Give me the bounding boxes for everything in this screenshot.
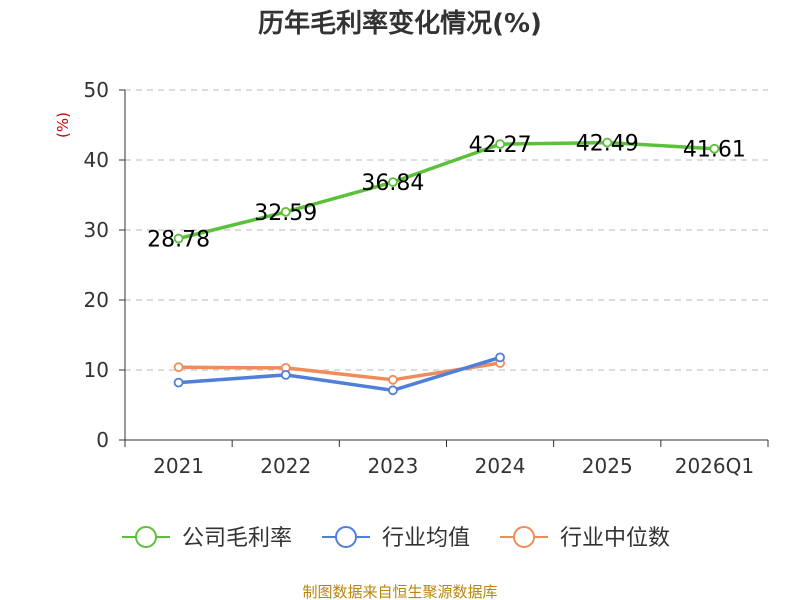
data-point [173, 233, 184, 244]
data-labels: 28.78 32.59 36.84 42.27 42.49 41.61 [147, 132, 746, 253]
legend-marker [135, 526, 157, 548]
legend-label: 行业中位数 [560, 526, 670, 551]
legend-label: 行业均值 [382, 526, 470, 551]
data-point [709, 143, 720, 154]
x-tick-label: 2021 [153, 454, 204, 478]
legend-label: 公司毛利率 [182, 526, 292, 551]
y-axis-label: (%) [54, 112, 72, 138]
data-point [280, 206, 291, 217]
gridlines [125, 89, 768, 371]
series-group [173, 137, 720, 396]
legend-marker [335, 526, 357, 548]
y-tick-label: 10 [84, 358, 109, 382]
data-point [280, 369, 291, 380]
data-point [388, 374, 398, 385]
data-point [173, 377, 184, 388]
data-point [388, 177, 398, 188]
data-point [495, 139, 505, 150]
chart-title: 历年毛利率变化情况(%) [258, 8, 542, 39]
series-line [178, 140, 715, 241]
x-tick-label: 2023 [367, 454, 418, 478]
data-label: 32.59 [254, 201, 317, 226]
legend-marker [513, 526, 535, 548]
x-tick-label: 2025 [582, 454, 633, 478]
data-point [388, 385, 398, 396]
x-tick-label: 2026Q1 [675, 454, 754, 478]
y-tick-label: 50 [84, 78, 109, 102]
data-label: 28.78 [147, 228, 210, 253]
x-tick-label: 2024 [475, 454, 526, 478]
data-label: 41.61 [683, 138, 746, 163]
y-tick-label: 20 [84, 288, 109, 312]
x-tick-label: 2022 [260, 454, 311, 478]
data-label: 42.49 [576, 132, 639, 157]
y-tick-label: 0 [96, 428, 109, 452]
legend: 公司毛利率 行业均值 行业中位数 [122, 526, 670, 551]
data-label: 36.84 [361, 171, 424, 196]
data-point [173, 362, 184, 373]
axes: 0 10 20 30 40 50 2021 2022 2023 2024 2025 2026Q1 [84, 78, 769, 478]
source-note: 制图数据来自恒生聚源数据库 [302, 583, 497, 600]
y-tick-label: 40 [84, 148, 109, 172]
data-point [602, 137, 613, 148]
series-line [178, 355, 501, 393]
series-line [178, 361, 501, 382]
y-tick-label: 30 [84, 218, 109, 242]
data-point [495, 352, 505, 363]
data-label: 42.27 [469, 133, 532, 158]
